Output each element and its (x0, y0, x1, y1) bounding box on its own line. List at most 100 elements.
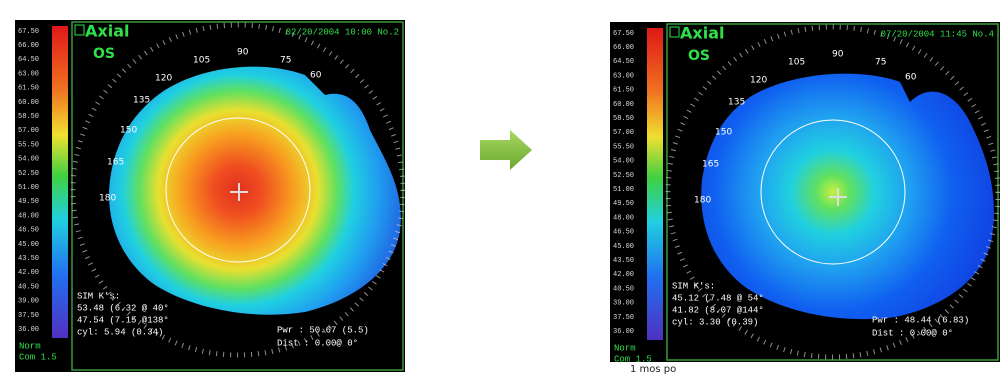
scale-label: 39.00 (18, 298, 39, 306)
scale-label: 52.50 (613, 172, 634, 180)
scale-footer: Com 1.5 (19, 352, 57, 362)
scale-label: 55.50 (613, 143, 634, 151)
scale-label: 36.00 (613, 328, 634, 336)
map-title: Axial (85, 22, 129, 41)
scale-label: 52.50 (18, 170, 39, 178)
sim-k: 45.12 (7.48 @ 54° (672, 293, 764, 303)
scale-label: 58.50 (613, 115, 634, 123)
angle-label: 105 (193, 56, 210, 66)
scale-label: 40.50 (613, 285, 634, 293)
scale-label: 40.50 (18, 283, 39, 291)
scale-footer: Norm (19, 341, 41, 351)
scale-label: 36.00 (18, 326, 39, 334)
sim-k: 47.54 (7.15 @138° (77, 315, 169, 325)
scale-label: 49.50 (613, 200, 634, 208)
sim-k: cyl: 3.30 (0.39) (672, 317, 758, 327)
exam-date: 07/20/2004 11:45 No.4 (881, 29, 994, 39)
scale-label: 61.50 (18, 85, 39, 93)
scale-label: 54.00 (613, 158, 634, 166)
title-box (669, 26, 680, 38)
scale-label: 45.00 (613, 243, 634, 251)
scale-label: 67.50 (613, 30, 634, 38)
angle-label: 75 (280, 56, 291, 66)
map-title: Axial (680, 24, 724, 43)
scale-label: 54.00 (18, 156, 39, 164)
sim-k: cyl: 5.94 (0.34) (77, 327, 163, 337)
scale-label: 46.50 (613, 229, 634, 237)
power: Pwr : 50.67 (5.5) (277, 325, 369, 335)
angle-label: 165 (702, 160, 719, 170)
scale-label: 66.00 (613, 44, 634, 52)
scale-label: 66.00 (18, 42, 39, 50)
scale-label: 55.50 (18, 141, 39, 149)
scale-label: 48.00 (613, 214, 634, 222)
angle-label: 165 (107, 158, 124, 168)
topography-panel: 67.50 66.00 64.50 63.00 61.50 60.00 58.50 57.00… (610, 22, 1000, 364)
optic-zone (165, 117, 311, 263)
power: Dist : 0.00@ 0° (277, 338, 358, 348)
scale-label: 51.00 (18, 184, 39, 192)
ring-ticks (70, 22, 406, 358)
caption: 1 mos po (630, 364, 676, 375)
crosshair (829, 188, 847, 206)
scale-label: 45.00 (18, 241, 39, 249)
scale-label: 61.50 (613, 87, 634, 95)
angle-label: 90 (832, 50, 844, 60)
scale-footer: Com 1.5 (614, 354, 652, 364)
angle-label: 180 (694, 196, 711, 206)
crosshair (230, 183, 248, 201)
scale-label: 42.00 (613, 271, 634, 279)
ring-ticks (665, 24, 1000, 360)
scale-label: 43.50 (18, 255, 39, 263)
scale-label: 57.00 (18, 127, 39, 135)
scale-label: 57.00 (613, 129, 634, 137)
scale-label: 37.50 (613, 314, 634, 322)
sim-k: 53.48 (6.32 @ 40° (77, 303, 169, 313)
angle-label: 150 (715, 128, 732, 138)
angle-label: 180 (99, 194, 116, 204)
arrow (480, 130, 532, 170)
scale-label: 63.00 (18, 70, 39, 78)
angle-label: 60 (905, 73, 917, 83)
eye: OS (93, 46, 115, 62)
angle-label: 135 (133, 96, 150, 106)
scale-label: 49.50 (18, 198, 39, 206)
topography-map (109, 66, 401, 315)
map-frame (71, 21, 404, 371)
scale-label: 64.50 (18, 56, 39, 64)
color-scale (647, 28, 663, 340)
power: Dist : 0.00@ 0° (872, 328, 953, 338)
scale-label: 60.00 (613, 101, 634, 109)
sim-k: SIM K's: (672, 281, 715, 291)
scale-label: 63.00 (613, 72, 634, 80)
exam-date: 02/20/2004 10:00 No.2 (286, 27, 399, 37)
scale-label: 39.00 (613, 300, 634, 308)
angle-label: 135 (728, 98, 745, 108)
scale-label: 46.50 (18, 227, 39, 235)
optic-zone (760, 119, 906, 265)
sim-k: SIM K's: (77, 291, 120, 301)
scale-label: 48.00 (18, 212, 39, 220)
scale-label: 51.00 (613, 186, 634, 194)
scale-label: 43.50 (613, 257, 634, 265)
topography-map (701, 73, 994, 320)
angle-label: 105 (788, 58, 805, 68)
eye: OS (688, 48, 710, 64)
angle-label: 120 (155, 74, 172, 84)
angle-label: 150 (120, 126, 137, 136)
angle-label: 75 (875, 58, 886, 68)
angle-label: 60 (310, 71, 322, 81)
scale-label: 60.00 (18, 99, 39, 107)
power: Pwr : 48.44 (6.83) (872, 315, 969, 325)
sim-k: 41.82 (8.07 @144° (672, 305, 764, 315)
angle-label: 90 (237, 48, 249, 58)
scale-footer: Norm (614, 343, 636, 353)
color-scale (52, 26, 68, 338)
scale-label: 42.00 (18, 269, 39, 277)
title-box (74, 24, 85, 36)
scale-label: 67.50 (18, 28, 39, 36)
scale-label: 64.50 (613, 58, 634, 66)
topography-panel: 67.50 66.00 64.50 63.00 61.50 60.00 58.50 57.00… (15, 20, 406, 372)
scale-label: 58.50 (18, 113, 39, 121)
